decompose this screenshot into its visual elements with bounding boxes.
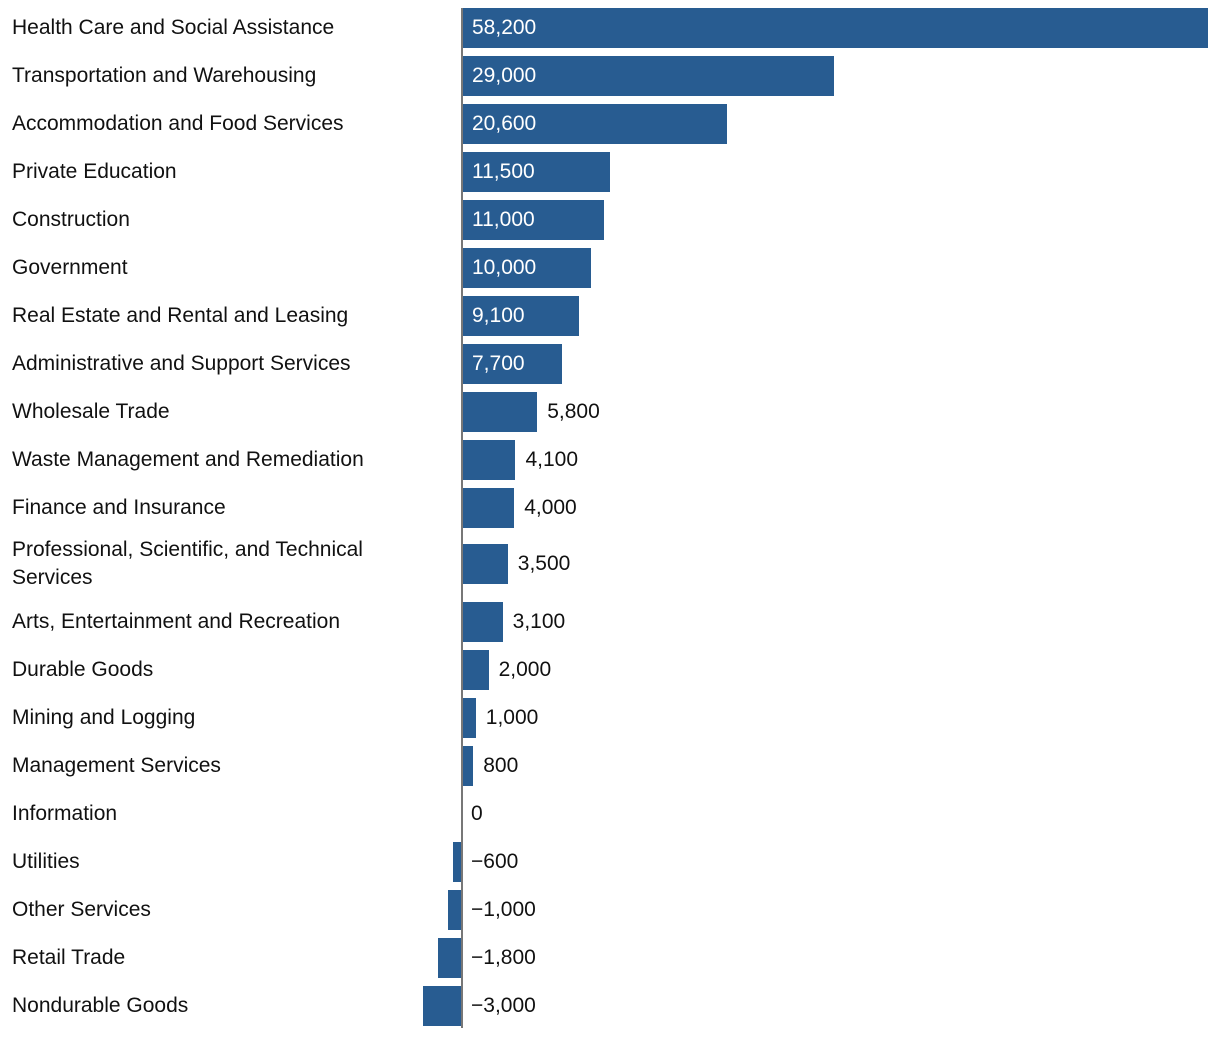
bar bbox=[463, 392, 538, 432]
value-label: −600 bbox=[471, 850, 519, 873]
category-label: Durable Goods bbox=[12, 658, 154, 681]
category-label: Construction bbox=[12, 208, 130, 231]
bar bbox=[463, 650, 489, 690]
bar bbox=[463, 544, 508, 584]
bar bbox=[463, 746, 474, 786]
bar bbox=[463, 248, 591, 288]
category-label: Professional, Scientific, and Technical … bbox=[12, 538, 363, 589]
bar bbox=[453, 842, 461, 882]
value-label: 11,000 bbox=[472, 208, 535, 231]
value-label: −1,800 bbox=[471, 946, 536, 969]
value-label: 9,100 bbox=[472, 304, 525, 327]
bar bbox=[422, 986, 461, 1026]
value-label: −1,000 bbox=[471, 898, 536, 921]
value-label: 4,000 bbox=[524, 496, 577, 519]
category-label: Real Estate and Rental and Leasing bbox=[12, 304, 349, 327]
value-label: 5,800 bbox=[547, 400, 600, 423]
value-label: 29,000 bbox=[472, 64, 537, 87]
bar bbox=[463, 104, 727, 144]
value-label: 4,100 bbox=[525, 448, 579, 471]
category-label: Waste Management and Remediation bbox=[12, 448, 364, 471]
value-label: 10,000 bbox=[472, 256, 537, 279]
bar bbox=[463, 56, 835, 96]
value-label: 20,600 bbox=[472, 112, 537, 135]
category-label: Other Services bbox=[12, 898, 151, 921]
value-label: 3,500 bbox=[517, 552, 571, 575]
category-label: Mining and Logging bbox=[12, 706, 196, 729]
value-label: −3,000 bbox=[471, 994, 536, 1017]
bar bbox=[463, 440, 516, 480]
value-label: 3,100 bbox=[512, 610, 566, 633]
zero-axis-line bbox=[461, 8, 463, 1028]
category-label: Nondurable Goods bbox=[12, 994, 189, 1017]
value-label: 1,000 bbox=[485, 706, 539, 729]
category-label: Administrative and Support Services bbox=[12, 352, 351, 375]
category-label: Transportation and Warehousing bbox=[12, 64, 317, 87]
bar bbox=[463, 296, 580, 336]
category-label: Health Care and Social Assistance bbox=[12, 16, 335, 39]
category-label: Government bbox=[12, 256, 128, 279]
category-label: Wholesale Trade bbox=[12, 400, 170, 423]
bar bbox=[463, 698, 476, 738]
category-label: Information bbox=[12, 802, 118, 825]
value-label: 7,700 bbox=[472, 352, 525, 375]
value-label: 58,200 bbox=[472, 16, 537, 39]
category-label: Utilities bbox=[12, 850, 80, 873]
bar bbox=[463, 344, 562, 384]
category-label: Accommodation and Food Services bbox=[12, 112, 344, 135]
value-label: 800 bbox=[483, 754, 519, 777]
category-label: Management Services bbox=[12, 754, 221, 777]
bar bbox=[437, 938, 461, 978]
value-label: 0 bbox=[471, 802, 483, 825]
bar bbox=[463, 602, 503, 642]
category-label: Finance and Insurance bbox=[12, 496, 226, 519]
category-label: Arts, Entertainment and Recreation bbox=[12, 610, 341, 633]
bar bbox=[463, 488, 515, 528]
value-label: 11,500 bbox=[472, 160, 535, 183]
bar bbox=[448, 890, 461, 930]
bar bbox=[463, 200, 604, 240]
category-label: Retail Trade bbox=[12, 946, 126, 969]
category-label: Private Education bbox=[12, 160, 177, 183]
bar bbox=[463, 152, 611, 192]
value-label: 2,000 bbox=[498, 658, 552, 681]
bar bbox=[463, 8, 1208, 48]
